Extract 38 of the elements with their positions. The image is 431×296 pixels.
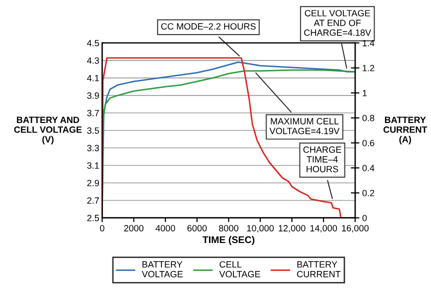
y-tick-label: 3.5 — [87, 127, 99, 134]
x-tick-label: 12,000 — [278, 225, 306, 232]
y2-tick-label: 0 — [362, 214, 367, 222]
x-tick-label: 0 — [100, 225, 104, 232]
y2-axis-title: BATTERY CURRENT (A) — [383, 116, 428, 144]
y2-tick-label: 1.4 — [362, 40, 374, 46]
legend-label: BATTERY VOLTAGE — [142, 261, 183, 278]
annotation: CHARGE TIME–4 HOURS — [303, 146, 342, 172]
y2-tick-label: 0.8 — [362, 114, 374, 122]
y-axis-title: BATTERY AND CELL VOLTAGE (V) — [14, 116, 82, 144]
y2-tick-label: 0.4 — [362, 164, 374, 172]
y-tick-label: 3.1 — [87, 162, 99, 169]
x-axis-title: TIME (SEC) — [202, 236, 254, 246]
y-tick-label: 4.5 — [87, 40, 99, 46]
y-tick-label: 2.7 — [87, 197, 99, 204]
y2-tick-label: 1.2 — [362, 64, 374, 72]
legend-label: CELL VOLTAGE — [219, 261, 260, 278]
y-tick-label: 3.3 — [87, 144, 99, 152]
annotation: CELL VOLTAGE AT END OF CHARGE=4.18V — [304, 10, 372, 36]
y-tick-label: 2.5 — [87, 214, 99, 222]
y2-tick-label: 1 — [362, 90, 367, 96]
x-tick-label: 16,000 — [342, 225, 369, 232]
y-tick-label: 3.7 — [87, 110, 99, 116]
y-tick-label: 4.1 — [87, 74, 99, 82]
y-tick-label: 2.9 — [87, 180, 99, 186]
x-tick-label: 4000 — [156, 225, 176, 232]
x-tick-label: 10,000 — [247, 225, 274, 232]
x-tick-label: 8000 — [218, 225, 238, 232]
x-tick-label: 6000 — [187, 225, 207, 232]
annotation: CC MODE–2.2 HOURS — [161, 23, 256, 30]
x-tick-label: 2000 — [124, 225, 144, 232]
annotation: MAXIMUM CELL VOLTAGE=4.19V — [269, 118, 340, 134]
y-tick-label: 3.9 — [87, 92, 99, 99]
y-tick-label: 4.3 — [87, 57, 99, 64]
x-tick-label: 14,000 — [310, 225, 337, 232]
y2-tick-label: 0.2 — [362, 190, 374, 196]
legend-label: BATTERY CURRENT — [297, 261, 341, 278]
y2-tick-label: 0.6 — [362, 140, 374, 146]
